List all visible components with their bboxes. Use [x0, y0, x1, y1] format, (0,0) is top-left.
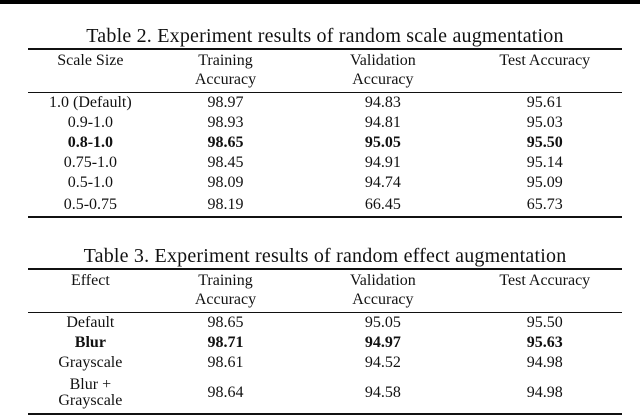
table-cell: 98.65: [207, 134, 244, 151]
table-cell: 98.45: [207, 154, 244, 171]
table-cell: 94.74: [364, 174, 401, 191]
table-cell: 94.83: [364, 94, 401, 111]
table-2-caption: Table 2. Experiment results of random sc…: [86, 25, 564, 47]
table-cell: 0.5-1.0: [67, 174, 114, 191]
table-3: Effect Training Accuracy Validation Accu…: [28, 268, 622, 415]
table-cell: 95.14: [526, 154, 563, 171]
table-cell: 98.61: [207, 354, 244, 371]
table-cell: 98.19: [152, 193, 299, 218]
table-3-header-training-accuracy: Training Accuracy: [152, 268, 299, 313]
table-cell: 94.58: [298, 373, 468, 415]
table-2-header-test-accuracy: Test Accuracy: [467, 48, 622, 93]
table-cell: 0.8-1.0: [67, 134, 114, 151]
table-row: 0.75-1.0 98.45 94.91 95.14: [28, 153, 622, 173]
table-cell: 95.50: [526, 134, 563, 151]
figure-divider-bar: [0, 0, 640, 4]
table-cell: 94.98: [526, 354, 563, 371]
table-row: 0.9-1.0 98.93 94.81 95.03: [28, 113, 622, 133]
table-cell: 0.75-1.0: [63, 154, 118, 171]
table-cell: 94.81: [364, 114, 401, 131]
table-row: 0.5-0.75 98.19 66.45 65.73: [28, 193, 622, 218]
table-cell: 98.64: [152, 373, 299, 415]
table-2-header-scale-size: Scale Size: [28, 48, 153, 93]
table-cell: 94.52: [364, 354, 401, 371]
table-3-header-effect: Effect: [28, 268, 153, 313]
table-cell: 1.0 (Default): [49, 94, 132, 111]
table-cell: Grayscale: [58, 354, 123, 371]
table-cell: 95.50: [526, 314, 563, 331]
table-3-header-row: Effect Training Accuracy Validation Accu…: [28, 268, 622, 313]
table-cell: 95.05: [364, 314, 401, 331]
table-cell: 98.93: [207, 114, 244, 131]
table-cell: 94.91: [364, 154, 401, 171]
table-row: 1.0 (Default) 98.97 94.83 95.61: [28, 93, 622, 114]
table-row-best-result: 0.8-1.0 98.65 95.05 95.50: [28, 133, 622, 153]
table-3-header-validation-accuracy: Validation Accuracy: [298, 268, 468, 313]
table-cell: Blur + Grayscale: [28, 373, 153, 415]
table-2-block: Table 2. Experiment results of random sc…: [28, 24, 622, 218]
table-cell: 66.45: [298, 193, 468, 218]
table-row: 0.5-1.0 98.09 94.74 95.09: [28, 173, 622, 193]
table-cell: 65.73: [467, 193, 622, 218]
table-cell: 0.5-0.75: [28, 193, 153, 218]
table-cell: 95.09: [526, 174, 563, 191]
table-cell: 95.61: [526, 94, 563, 111]
table-cell: 98.65: [207, 314, 244, 331]
table-3-block: Table 3. Experiment results of random ef…: [28, 244, 622, 415]
table-cell: Default: [66, 314, 115, 331]
table-cell: 98.09: [207, 174, 244, 191]
table-row: Blur + Grayscale 98.64 94.58 94.98: [28, 373, 622, 415]
table-cell: 95.63: [526, 334, 563, 351]
table-cell: 0.9-1.0: [67, 114, 114, 131]
table-2-header-training-accuracy: Training Accuracy: [152, 48, 299, 93]
table-2: Scale Size Training Accuracy Validation …: [28, 48, 622, 218]
table-cell: 98.97: [207, 94, 244, 111]
table-cell: Blur: [74, 334, 106, 351]
table-cell: 94.97: [364, 334, 401, 351]
table-3-header-test-accuracy: Test Accuracy: [467, 268, 622, 313]
table-row: Default 98.65 95.05 95.50: [28, 313, 622, 334]
table-row-best-result: Blur 98.71 94.97 95.63: [28, 333, 622, 353]
table-2-header-row: Scale Size Training Accuracy Validation …: [28, 48, 622, 93]
table-3-caption: Table 3. Experiment results of random ef…: [83, 245, 567, 267]
table-cell: 95.03: [526, 114, 563, 131]
table-2-header-validation-accuracy: Validation Accuracy: [298, 48, 468, 93]
table-cell: 95.05: [364, 134, 401, 151]
table-row: Grayscale 98.61 94.52 94.98: [28, 353, 622, 373]
table-cell: 94.98: [467, 373, 622, 415]
table-cell: 98.71: [207, 334, 244, 351]
